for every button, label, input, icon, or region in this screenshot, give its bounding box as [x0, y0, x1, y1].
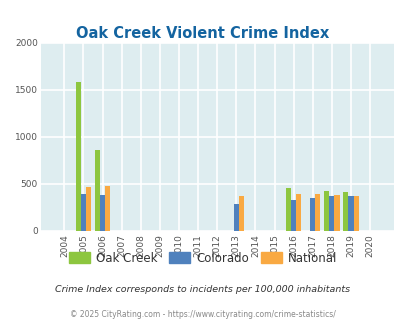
Text: Crime Index corresponds to incidents per 100,000 inhabitants: Crime Index corresponds to incidents per…	[55, 285, 350, 294]
Bar	[233, 204, 238, 231]
Text: Oak Creek Violent Crime Index: Oak Creek Violent Crime Index	[76, 25, 329, 41]
Bar	[334, 195, 339, 231]
Bar	[81, 194, 86, 231]
Bar	[95, 150, 100, 231]
Bar	[309, 198, 315, 231]
Bar	[315, 194, 320, 231]
Text: © 2025 CityRating.com - https://www.cityrating.com/crime-statistics/: © 2025 CityRating.com - https://www.city…	[70, 310, 335, 319]
Bar	[296, 194, 301, 231]
Bar	[238, 196, 243, 231]
Bar	[105, 186, 110, 231]
Bar	[100, 195, 105, 231]
Bar	[353, 196, 358, 231]
Bar	[347, 196, 353, 231]
Bar	[290, 200, 296, 231]
Bar	[328, 196, 334, 231]
Bar	[323, 190, 328, 231]
Legend: Oak Creek, Colorado, National: Oak Creek, Colorado, National	[64, 247, 341, 269]
Bar	[86, 187, 91, 231]
Bar	[342, 192, 347, 231]
Bar	[76, 82, 81, 231]
Bar	[285, 188, 290, 231]
